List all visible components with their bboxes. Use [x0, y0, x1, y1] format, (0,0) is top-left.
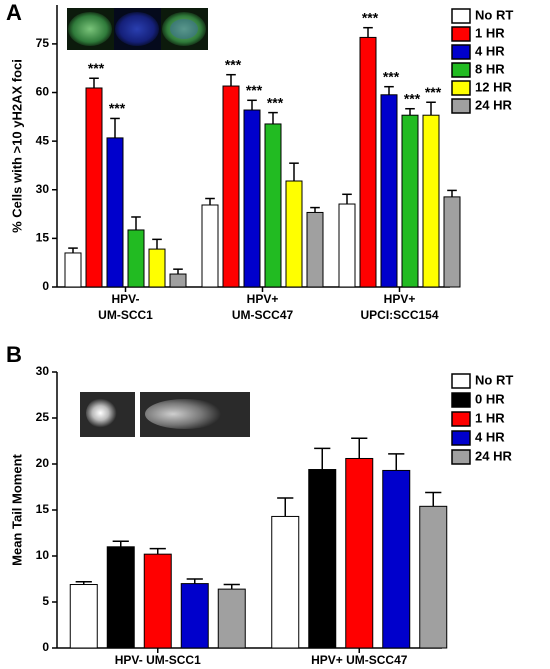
legend-label: 4 HR [475, 429, 505, 444]
significance-label: *** [267, 94, 284, 110]
inset-images-b [80, 392, 250, 437]
bar [106, 546, 135, 649]
significance-label: *** [246, 82, 263, 98]
bar [64, 252, 82, 288]
bar [306, 211, 324, 288]
bar [201, 204, 219, 288]
legend-swatch [451, 80, 471, 96]
bar [345, 457, 374, 649]
legend-label: 0 HR [475, 391, 505, 406]
legend-swatch [451, 62, 471, 78]
x-tick-label: HPV- UM-SCC1 [115, 653, 201, 667]
significance-label: *** [425, 84, 442, 100]
bar [419, 505, 448, 649]
y-axis-title: Mean Tail Moment [9, 453, 24, 565]
y-tick-label: 45 [36, 133, 50, 147]
y-tick-label: 75 [36, 36, 50, 50]
y-tick-label: 25 [36, 410, 50, 424]
y-tick-label: 15 [36, 231, 50, 245]
legend-label: 4 HR [475, 43, 505, 58]
bar [69, 584, 98, 649]
y-tick-label: 20 [36, 456, 50, 470]
panel-letter: B [6, 342, 22, 367]
bar [106, 137, 124, 288]
legend-label: No RT [475, 7, 513, 22]
legend-swatch [451, 449, 471, 465]
bar [143, 553, 172, 649]
bar [443, 196, 461, 288]
significance-label: *** [225, 56, 242, 72]
significance-label: *** [362, 9, 379, 25]
legend-label: 1 HR [475, 25, 505, 40]
legend-swatch [451, 44, 471, 60]
legend-swatch [451, 392, 471, 408]
y-tick-label: 5 [42, 594, 49, 608]
x-tick-label: HPV+ UPCI:SCC154 [360, 292, 438, 322]
y-tick-label: 30 [36, 364, 50, 378]
bar [148, 248, 166, 288]
legend-label: 1 HR [475, 410, 505, 425]
bar [271, 515, 300, 649]
bar [308, 469, 337, 649]
bar [217, 588, 246, 649]
bar [180, 583, 209, 649]
legend-label: No RT [475, 372, 513, 387]
panel-letter: A [6, 0, 22, 25]
legend-label: 24 HR [475, 448, 512, 463]
x-tick-label: HPV-UM-SCC1 [98, 292, 153, 322]
bar [85, 87, 103, 288]
legend-label: 24 HR [475, 97, 512, 112]
y-tick-label: 0 [42, 279, 49, 293]
y-axis-title: % Cells with >10 yH2AX foci [9, 59, 24, 233]
bar [338, 203, 356, 288]
y-tick-label: 10 [36, 548, 50, 562]
legend-swatch [451, 411, 471, 427]
x-tick-label: HPV+ UM-SCC47 [232, 292, 294, 322]
bar [422, 114, 440, 288]
y-tick-label: 60 [36, 85, 50, 99]
bar [401, 114, 419, 288]
legend-swatch [451, 373, 471, 389]
bar [359, 36, 377, 288]
significance-label: *** [383, 68, 400, 84]
significance-label: *** [109, 100, 126, 116]
x-tick-label: HPV+ UM-SCC47 [311, 653, 408, 667]
legend-swatch [451, 430, 471, 446]
significance-label: *** [88, 60, 105, 76]
legend-swatch [451, 26, 471, 42]
bar [169, 273, 187, 288]
legend-swatch [451, 8, 471, 24]
bar [264, 123, 282, 288]
y-tick-label: 30 [36, 182, 50, 196]
y-tick-label: 15 [36, 502, 50, 516]
inset-images-a [67, 8, 208, 50]
bar [127, 229, 145, 288]
legend-label: 8 HR [475, 61, 505, 76]
bar [380, 94, 398, 288]
y-tick-label: 0 [42, 640, 49, 654]
bar [285, 180, 303, 288]
bar [382, 469, 411, 649]
bar [222, 85, 240, 288]
significance-label: *** [404, 90, 421, 106]
legend-label: 12 HR [475, 79, 512, 94]
bar [243, 109, 261, 288]
legend-swatch [451, 98, 471, 114]
